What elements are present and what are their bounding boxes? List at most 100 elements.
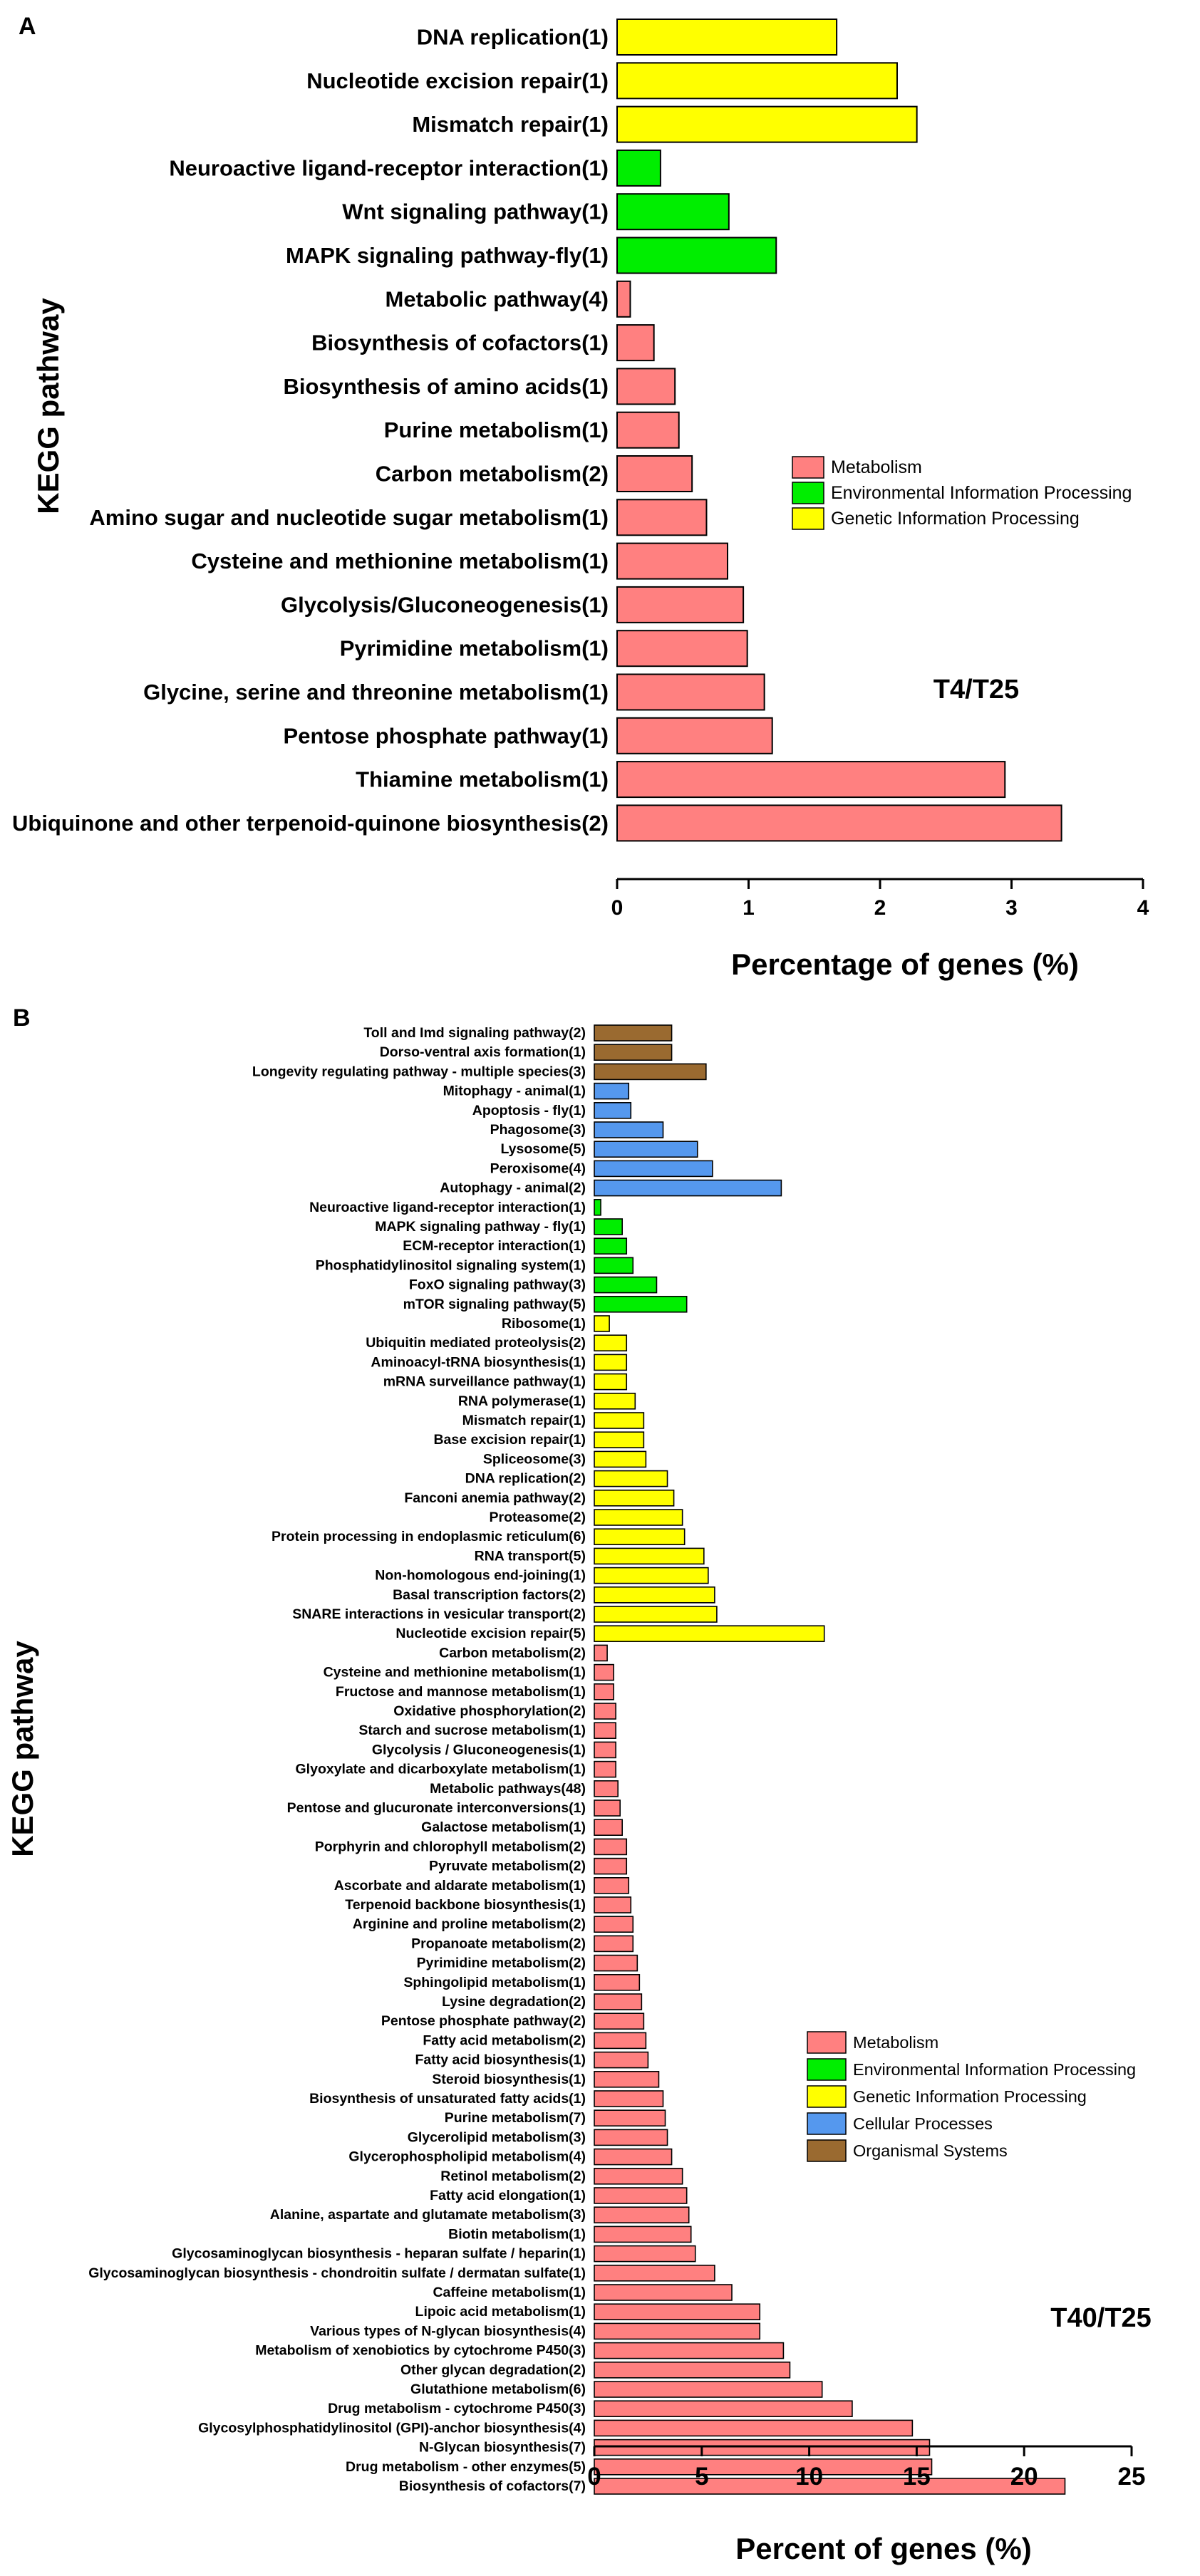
panel-b-bar [594, 1606, 718, 1623]
panel-b-category-label: Glyoxylate and dicarboxylate metabolism(… [296, 1762, 586, 1777]
panel-a-category-label: Pyrimidine metabolism(1) [340, 636, 609, 661]
panel-b-category-label: Steroid biosynthesis(1) [432, 2072, 586, 2087]
panel-b-category-label: Carbon metabolism(2) [439, 1645, 586, 1661]
panel-b-bar [594, 1276, 658, 1294]
panel-b-category-label: Fatty acid biosynthesis(1) [415, 2052, 586, 2068]
panel-b-category-label: Nucleotide excision repair(5) [395, 1626, 586, 1641]
panel-b-label: B [13, 1004, 31, 1032]
panel-a-x-tick-label: 3 [1005, 896, 1018, 920]
panel-b-category-label: mTOR signaling pathway(5) [403, 1297, 586, 1312]
panel-b-x-tick-label: 0 [587, 2463, 601, 2491]
panel-b-bar [594, 1663, 614, 1681]
panel-b-category-label: Mitophagy - animal(1) [443, 1084, 586, 1099]
panel-b-category-label: Glycerophospholipid metabolism(4) [348, 2149, 586, 2165]
panel-b-bar [594, 2362, 791, 2379]
panel-b-bar [594, 2400, 853, 2417]
panel-b-category-label: Neuroactive ligand-receptor interaction(… [309, 1200, 586, 1215]
panel-a-category-label: Neuroactive ligand-receptor interaction(… [169, 155, 609, 180]
panel-b-category-label: mRNA surveillance pathway(1) [383, 1374, 586, 1390]
panel-b-bar [594, 2148, 673, 2166]
panel-a-chart: A KEGG pathway Percentage of genes (%) T… [12, 13, 1149, 981]
panel-a-category-label: DNA replication(1) [417, 25, 609, 50]
panel-a-bar [616, 368, 676, 405]
panel-b-bar [594, 1082, 630, 1100]
panel-a-x-tick-label: 1 [743, 896, 755, 920]
panel-b-legend-label: Organismal Systems [853, 2141, 1008, 2160]
panel-b-category-label: Phosphatidylinositol signaling system(1) [316, 1257, 586, 1273]
panel-b-category-label: Dorso-ventral axis formation(1) [380, 1044, 586, 1060]
panel-b-bar [594, 1237, 628, 1255]
panel-b-bars [594, 1024, 1066, 2495]
panel-b-category-label: Autophagy - animal(2) [440, 1180, 586, 1196]
panel-b-bar [594, 2284, 733, 2301]
panel-a-legend-label: Environmental Information Processing [831, 483, 1132, 503]
panel-a-bar [616, 19, 838, 56]
panel-b-category-label: Glycosaminoglycan biosynthesis - chondro… [88, 2265, 586, 2281]
panel-b-category-label: Glutathione metabolism(6) [410, 2382, 586, 2397]
panel-b-category-label: RNA transport(5) [475, 1548, 586, 1564]
panel-b-category-label: Apoptosis - fly(1) [472, 1103, 586, 1118]
panel-b-category-label: Pyruvate metabolism(2) [429, 1859, 586, 1874]
panel-a-legend: Metabolism Environmental Information Proc… [792, 456, 1132, 530]
panel-b-category-label: Glycerolipid metabolism(3) [408, 2129, 586, 2145]
panel-b-bar [594, 1257, 634, 1274]
panel-b-bar [594, 1044, 673, 1061]
panel-b-bar [594, 1722, 616, 1739]
panel-b-category-label: Biosynthesis of cofactors(7) [399, 2478, 586, 2494]
panel-b-bar [594, 1819, 624, 1836]
panel-b-category-label: Pentose and glucuronate interconversions… [287, 1800, 586, 1816]
panel-b-category-label: Basal transcription factors(2) [393, 1587, 586, 1603]
panel-b-bar [594, 1490, 675, 1507]
panel-a-category-label: Nucleotide excision repair(1) [306, 68, 609, 93]
panel-b-category-label: Phagosome(3) [490, 1122, 586, 1138]
panel-b-y-axis-title: KEGG pathway [6, 1641, 39, 1857]
panel-b-category-label: Alanine, aspartate and glutamate metabol… [270, 2207, 586, 2223]
panel-b-category-label: Glycosylphosphatidylinositol (GPI)-ancho… [198, 2420, 586, 2436]
panel-b-bar [594, 2090, 664, 2107]
panel-b-bar [594, 1218, 624, 1235]
panel-a-bar [616, 630, 748, 668]
panel-b-category-label: Lysosome(5) [500, 1141, 586, 1157]
panel-b-bar [594, 2051, 649, 2069]
panel-b-bar [594, 1954, 638, 1972]
panel-b-x-axis-title: Percent of genes (%) [735, 2532, 1031, 2565]
panel-b-bar [594, 1935, 634, 1953]
panel-b-bar [594, 2265, 715, 2282]
panel-a-x-tick-label: 4 [1137, 896, 1149, 920]
panel-a-category-label: Purine metabolism(1) [384, 417, 609, 442]
panel-a-category-label: Biosynthesis of cofactors(1) [311, 331, 609, 355]
panel-b-bar [594, 1450, 647, 1468]
panel-a-bar [616, 804, 1062, 842]
panel-b-category-label: N-Glycan biosynthesis(7) [419, 2440, 586, 2456]
panel-a-bar [616, 673, 765, 711]
panel-b-bar [594, 1838, 628, 1856]
panel-b-bar [594, 1741, 616, 1759]
panel-b-bar [594, 1528, 686, 1545]
panel-b-bar [594, 1412, 645, 1429]
panel-a-x-axis-title: Percentage of genes (%) [731, 947, 1079, 981]
panel-b-category-label: Non-homologous end-joining(1) [375, 1568, 586, 1584]
panel-a-category-labels: DNA replication(1) Nucleotide excision re… [12, 25, 609, 836]
panel-a-bar [616, 193, 730, 231]
panel-a-category-label: Thiamine metabolism(1) [356, 767, 609, 792]
panel-b-bar [594, 1683, 614, 1700]
panel-b-bar [594, 2032, 647, 2050]
panel-b-bar [594, 1199, 601, 1216]
panel-b-bar [594, 1141, 698, 1158]
panel-a-category-label: Metabolic pathway(4) [386, 286, 609, 311]
panel-b-bar [594, 2012, 645, 2030]
panel-a-x-tick-label: 0 [611, 896, 624, 920]
panel-b-category-label: Spliceosome(3) [483, 1451, 586, 1467]
panel-a-category-label: Mismatch repair(1) [412, 112, 609, 137]
panel-a-bar [616, 542, 728, 580]
panel-b-category-label: ECM-receptor interaction(1) [403, 1238, 586, 1254]
panel-a-legend-swatch [792, 482, 824, 504]
panel-b-category-label: Biosynthesis of unsaturated fatty acids(… [309, 2091, 586, 2107]
panel-b-category-label: DNA replication(2) [465, 1471, 586, 1487]
panel-b-bar [594, 1179, 782, 1197]
panel-b-category-label: Metabolism of xenobiotics by cytochrome … [255, 2343, 586, 2359]
panel-a-category-label: Glycine, serine and threonine metabolism… [143, 680, 609, 705]
panel-a-bar [616, 62, 898, 100]
panel-a-category-label: Amino sugar and nucleotide sugar metabol… [89, 505, 609, 530]
panel-b-bar [594, 2439, 931, 2456]
